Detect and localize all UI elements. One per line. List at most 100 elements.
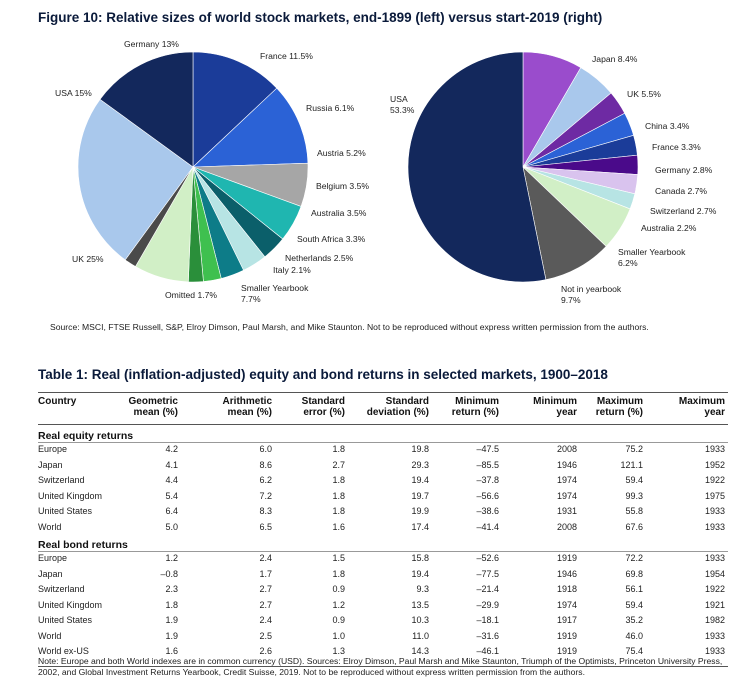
cell-value: 1.9 xyxy=(165,615,178,625)
pie-slice-uk-25 xyxy=(77,98,194,261)
row-country: World ex-US xyxy=(38,646,89,656)
cell-value: 1933 xyxy=(704,553,725,563)
cell-value: –0.8 xyxy=(160,568,178,579)
column-header-minimum-return: Minimum return (%) xyxy=(451,396,499,418)
pie-label-omitted-1-7: Omitted 1.7% xyxy=(165,290,217,300)
pie-label-china-3-4: China 3.4% xyxy=(645,121,690,131)
table-row: Europe 4.2 6.0 1.8 19.8 –47.5 2008 75.2 1933 xyxy=(38,444,728,459)
cell-value: 1974 xyxy=(556,490,577,501)
section-title: Real equity returns xyxy=(38,430,134,442)
cell-value: 1.8 xyxy=(165,599,178,610)
table-row: Japan 4.1 8.6 2.7 29.3 –85.5 1946 121.1 1952 xyxy=(38,460,728,475)
cell-value: 2.7 xyxy=(259,599,272,610)
cell-value: 2.3 xyxy=(165,584,178,594)
cell-value: 1975 xyxy=(704,490,725,501)
cell-value: 1933 xyxy=(704,521,725,532)
cell-value: 59.4 xyxy=(625,475,643,485)
cell-value: 1917 xyxy=(556,615,577,625)
column-header-maximum-year: Maximum year xyxy=(678,396,725,418)
cell-value: 55.8 xyxy=(625,506,643,516)
cell-value: 1.8 xyxy=(332,490,345,501)
cell-value: 15.8 xyxy=(411,553,429,563)
cell-value: 1933 xyxy=(704,630,725,641)
column-header-arithmetic-mean: Arithmetic mean (%) xyxy=(222,396,272,418)
cell-value: –85.5 xyxy=(476,459,499,470)
table-row: United Kingdom 1.8 2.7 1.2 13.5 –29.9 1974 59.4… xyxy=(38,600,728,615)
cell-value: –46.1 xyxy=(476,646,499,656)
row-country: Japan xyxy=(38,459,63,470)
cell-value: 99.3 xyxy=(625,490,643,501)
row-country: World xyxy=(38,630,62,641)
row-country: World xyxy=(38,521,62,532)
cell-value: 1922 xyxy=(704,475,725,485)
cell-value: 29.3 xyxy=(411,459,429,470)
table-row: World 1.9 2.5 1.0 11.0 –31.6 1919 46.0 1933 xyxy=(38,631,728,646)
cell-value: 19.4 xyxy=(411,568,429,579)
table-row: Japan –0.8 1.7 1.8 19.4 –77.5 1946 69.8 1954 xyxy=(38,569,728,584)
cell-value: 2008 xyxy=(556,444,577,454)
pie-label-switzerland-2-7: Switzerland 2.7% xyxy=(650,206,717,216)
cell-value: 1933 xyxy=(704,646,725,656)
row-country: Japan xyxy=(38,568,63,579)
pie-label-belgium-3-5: Belgium 3.5% xyxy=(316,181,369,191)
cell-value: –41.4 xyxy=(476,521,499,532)
cell-value: 69.8 xyxy=(625,568,643,579)
cell-value: 8.6 xyxy=(259,459,272,470)
table-row: World ex-US 1.6 2.6 1.3 14.3 –46.1 1919 75.4 193… xyxy=(38,646,728,661)
cell-value: 1952 xyxy=(704,459,725,470)
table-row: Switzerland 4.4 6.2 1.8 19.4 –37.8 1974 59.4 192… xyxy=(38,475,728,490)
cell-value: 1933 xyxy=(704,444,725,454)
table-note: Note: Europe and both World indexes are … xyxy=(38,656,723,677)
table-top-rule xyxy=(38,392,728,393)
cell-value: 13.5 xyxy=(411,599,429,610)
figure-title: Figure 10: Relative sizes of world stock… xyxy=(38,10,603,25)
cell-value: 1.6 xyxy=(332,521,345,532)
cell-value: 121.1 xyxy=(620,459,643,470)
column-header-standard-error: Standard error (%) xyxy=(301,396,345,418)
pie-label-usa-15: USA 15% xyxy=(55,88,92,98)
row-country: United Kingdom xyxy=(38,490,103,501)
table-row: World 5.0 6.5 1.6 17.4 –41.4 2008 67.6 1933 xyxy=(38,522,728,537)
pie-slice-usa-53-3 xyxy=(407,51,547,283)
cell-value: 17.4 xyxy=(411,521,429,532)
table-row: Switzerland 2.3 2.7 0.9 9.3 –21.4 1918 56.1 1922 xyxy=(38,584,728,599)
pie-label-australia-3-5: Australia 3.5% xyxy=(311,208,367,218)
column-header-standard-deviation: Standard deviation (%) xyxy=(366,396,429,418)
cell-value: 1982 xyxy=(704,615,725,625)
cell-value: 10.3 xyxy=(411,615,429,625)
cell-value: 1946 xyxy=(556,459,577,470)
cell-value: 19.9 xyxy=(411,506,429,516)
cell-value: 2.6 xyxy=(259,646,272,656)
cell-value: 1954 xyxy=(704,568,725,579)
cell-value: 5.4 xyxy=(165,490,178,501)
pie-label-austria-5-2: Austria 5.2% xyxy=(317,148,366,158)
pie-label-italy-2-1: Italy 2.1% xyxy=(273,265,311,275)
pie-label-south-africa-3-3: South Africa 3.3% xyxy=(297,234,366,244)
row-country: Europe xyxy=(38,553,68,563)
cell-value: 35.2 xyxy=(625,615,643,625)
cell-value: –21.4 xyxy=(476,584,499,594)
cell-value: 2.7 xyxy=(332,459,345,470)
cell-value: 4.1 xyxy=(165,459,178,470)
cell-value: 1.8 xyxy=(332,568,345,579)
cell-value: 6.2 xyxy=(259,475,272,485)
cell-value: –37.8 xyxy=(476,475,499,485)
cell-value: 1.3 xyxy=(332,646,345,656)
cell-value: 19.4 xyxy=(411,475,429,485)
section-rule xyxy=(38,551,728,552)
cell-value: 6.5 xyxy=(259,521,272,532)
column-header-country: Country xyxy=(38,396,77,407)
cell-value: 1931 xyxy=(556,506,577,516)
cell-value: 1974 xyxy=(556,599,577,610)
table-bottom-rule xyxy=(38,665,728,667)
row-country: United States xyxy=(38,506,93,516)
cell-value: 1.8 xyxy=(332,475,345,485)
cell-value: 1919 xyxy=(556,646,577,656)
pie-label-germany-2-8: Germany 2.8% xyxy=(655,165,713,175)
section-title: Real bond returns xyxy=(38,539,128,551)
pie-label-smaller-yearbook-7-7: Smaller Yearbook 7.7% xyxy=(241,283,309,304)
section-rule xyxy=(38,442,728,443)
pie-label-not-in-yearbook-9-7: Not in yearbook 9.7% xyxy=(561,284,622,305)
cell-value: –47.5 xyxy=(476,444,499,454)
cell-value: 1.8 xyxy=(332,506,345,516)
